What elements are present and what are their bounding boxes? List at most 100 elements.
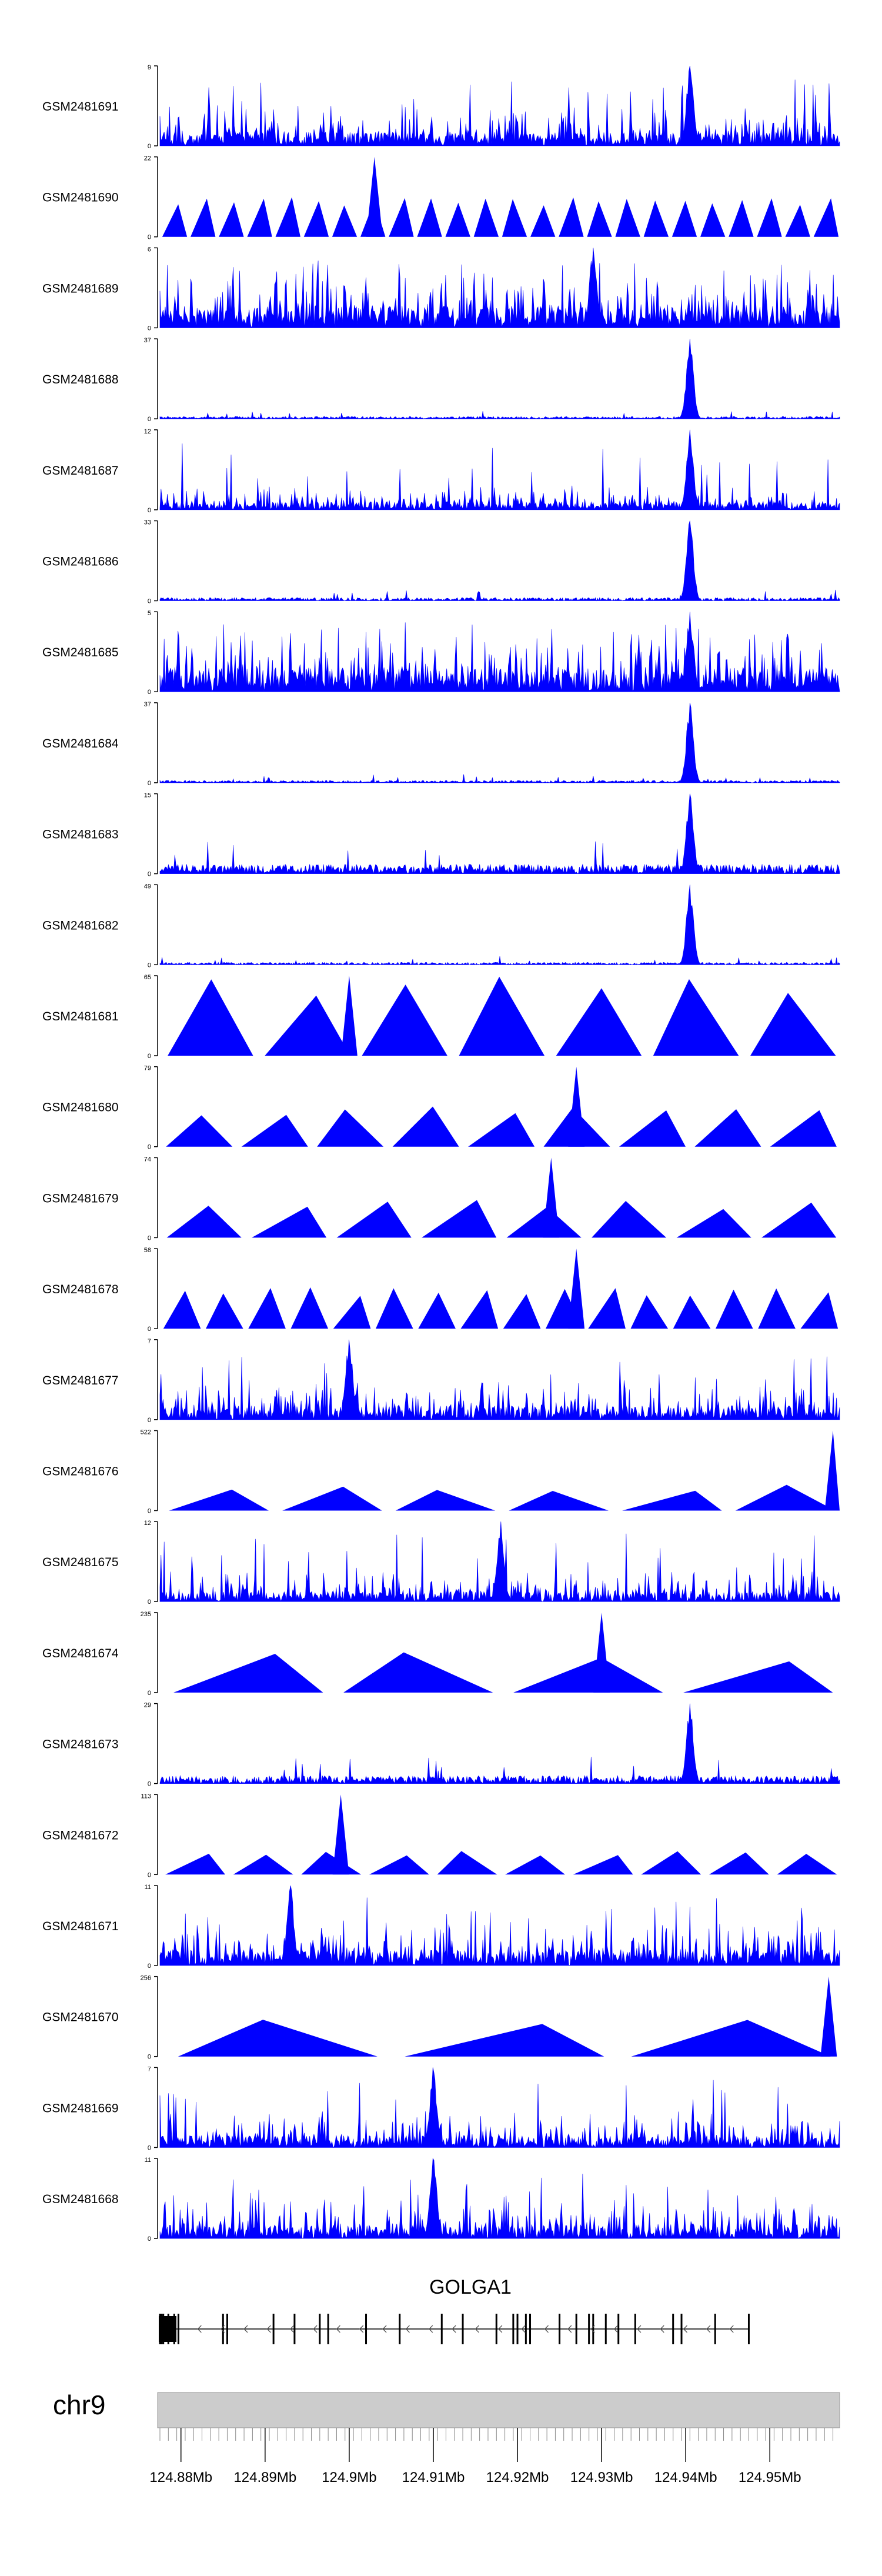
track-ymax-label: 11: [145, 2157, 151, 2164]
track-label: GSM2481670: [42, 2011, 119, 2024]
track-signal: [376, 1288, 413, 1329]
track-signal: [303, 201, 329, 237]
track-signal: [630, 1295, 669, 1329]
track-label: GSM2481684: [42, 737, 119, 750]
track-ymin-label: 0: [148, 1417, 151, 1424]
track-signal: [502, 199, 527, 237]
track-GSM2481685: GSM2481685 5 0: [42, 610, 840, 696]
strand-arrow-icon: [521, 2325, 526, 2333]
strand-arrow-icon: [382, 2325, 387, 2333]
track-signal: [709, 1852, 769, 1875]
track-signal: [587, 201, 612, 237]
track-signal: [473, 198, 499, 237]
strand-arrow-icon: [613, 2325, 619, 2333]
track-GSM2481684: GSM2481684 37 0: [42, 701, 840, 787]
track-ymax-label: 235: [141, 1611, 151, 1618]
track-GSM2481679: GSM2481679 74 0: [42, 1156, 837, 1242]
track-ymax-label: 49: [144, 883, 151, 890]
track-GSM2481670: GSM2481670 256 0: [42, 1975, 837, 2061]
track-signal: [159, 885, 840, 965]
track-signal: [588, 1288, 626, 1329]
track-signal: [556, 988, 642, 1056]
track-ymax-label: 522: [141, 1429, 151, 1436]
gene-exon: [495, 2314, 497, 2344]
strand-arrow-icon: [497, 2325, 503, 2333]
track-signal: [206, 1293, 243, 1329]
gene-exon: [524, 2314, 527, 2344]
track-signal: [559, 197, 584, 237]
gene-exon: [604, 2314, 607, 2344]
x-tick-label: 124.89Mb: [233, 2470, 296, 2485]
gene-annotation-track: GOLGA1: [159, 2276, 750, 2344]
track-ymin-label: 0: [148, 780, 151, 787]
track-signal: [694, 1109, 761, 1147]
gene-exon: [222, 2314, 224, 2344]
track-ymax-label: 74: [144, 1156, 151, 1163]
track-signal: [653, 979, 739, 1056]
gene-exon: [226, 2314, 228, 2344]
track-signal-peak: [568, 1249, 585, 1329]
track-label: GSM2481681: [42, 1010, 119, 1023]
track-ymax-label: 37: [144, 701, 151, 708]
track-signal: [173, 1654, 323, 1693]
x-tick-label: 124.94Mb: [654, 2470, 717, 2485]
gene-exon: [680, 2314, 683, 2344]
track-signal: [758, 1288, 796, 1329]
track-ymin-label: 0: [148, 1053, 151, 1060]
track-label: GSM2481675: [42, 1556, 119, 1569]
track-label: GSM2481668: [42, 2193, 119, 2206]
chromosome-ideogram: [157, 2392, 840, 2428]
gene-exon: [365, 2314, 368, 2344]
track-signal: [159, 1339, 840, 1420]
track-signal: [619, 1110, 686, 1147]
track-GSM2481688: GSM2481688 37 0: [42, 337, 840, 423]
track-signal: [777, 1854, 837, 1875]
track-signal: [159, 429, 840, 510]
strand-arrow-icon: [590, 2325, 595, 2333]
track-GSM2481690: GSM2481690 22 0: [42, 155, 839, 241]
track-GSM2481683: GSM2481683 15 0: [42, 792, 840, 878]
track-ymin-label: 0: [148, 1963, 151, 1970]
track-ymax-label: 113: [141, 1793, 151, 1800]
track-ymax-label: 12: [144, 428, 151, 435]
track-GSM2481675: GSM2481675 12 0: [42, 1520, 840, 1606]
track-ymax-label: 11: [145, 1884, 151, 1891]
track-GSM2481668: GSM2481668 11 0: [42, 2157, 840, 2243]
track-label: GSM2481669: [42, 2101, 119, 2115]
track-ymin-label: 0: [148, 143, 151, 150]
track-signal: [417, 198, 442, 237]
strand-arrow-icon: [683, 2325, 688, 2333]
gene-exon: [747, 2314, 750, 2344]
track-signal: [162, 204, 188, 237]
track-signal: [191, 198, 216, 237]
track-signal: [159, 1885, 840, 1966]
x-tick-label: 124.95Mb: [739, 2470, 801, 2485]
track-ymin-label: 0: [148, 598, 151, 605]
track-ymin-label: 0: [148, 1781, 151, 1788]
track-label: GSM2481685: [42, 646, 119, 659]
track-label: GSM2481672: [42, 1828, 119, 1842]
track-signal: [615, 199, 640, 237]
gene-exon: [161, 2314, 163, 2344]
track-signal: [301, 1851, 362, 1875]
gene-exon: [173, 2314, 175, 2344]
gene-exon: [714, 2314, 716, 2344]
track-signal: [233, 1854, 293, 1875]
strand-arrow-icon: [475, 2325, 479, 2333]
strand-arrow-icon: [359, 2325, 364, 2333]
track-signal: [159, 520, 840, 602]
track-ymax-label: 256: [141, 1975, 151, 1982]
track-ymin-label: 0: [148, 507, 151, 514]
track-ymax-label: 5: [148, 610, 151, 617]
gene-exon: [516, 2314, 519, 2344]
track-ymin-label: 0: [148, 416, 151, 423]
track-signal: [673, 1295, 711, 1329]
x-tick-label: 124.91Mb: [402, 2470, 465, 2485]
track-ymin-label: 0: [148, 1690, 151, 1697]
gene-exon: [177, 2314, 179, 2344]
track-signal: [405, 2024, 604, 2057]
track-label: GSM2481679: [42, 1192, 119, 1205]
track-ymax-label: 79: [144, 1065, 151, 1072]
track-signal: [169, 1489, 269, 1511]
